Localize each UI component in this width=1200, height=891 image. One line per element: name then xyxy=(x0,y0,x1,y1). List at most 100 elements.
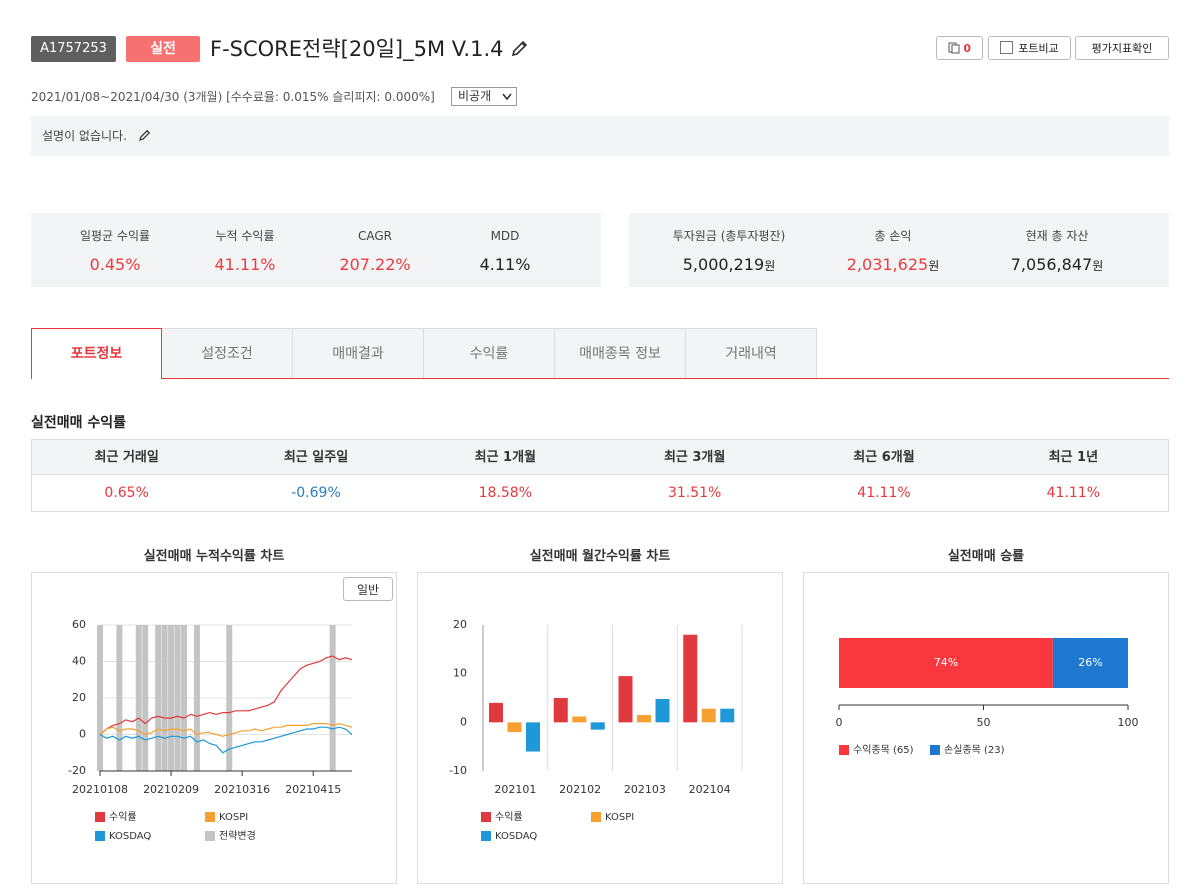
tab[interactable]: 매매종목 정보 xyxy=(555,328,686,379)
summary-unit: 원 xyxy=(1092,259,1104,273)
copy-count-button[interactable]: 0 xyxy=(936,36,983,60)
strategy-change-bar xyxy=(226,625,233,771)
tab[interactable]: 포트정보 xyxy=(31,328,162,379)
strategy-change-bar xyxy=(116,625,123,771)
bar xyxy=(590,722,605,730)
compare-button[interactable]: 포트비교 xyxy=(988,36,1071,60)
compare-checkbox[interactable] xyxy=(1000,41,1014,54)
summary-item: 투자원금 (총투자평잔) 5,000,219원 xyxy=(647,213,811,287)
legend-label: 수익종목 (65) xyxy=(853,744,914,756)
copy-icon xyxy=(948,42,960,54)
summary-item: MDD 4.11% xyxy=(440,213,570,287)
chart: 74% 26% 0 50 100 수익종목 (65) 손실종목 (23) xyxy=(836,638,1139,756)
chart-title: 실전매매 승률 xyxy=(947,549,1025,564)
bar-segment xyxy=(839,638,1053,688)
y-tick-label: 20 xyxy=(72,691,86,704)
select-arrow xyxy=(502,93,512,101)
summary-value: 5,000,219 xyxy=(682,255,765,274)
strategy-change-bar xyxy=(181,625,187,771)
bar xyxy=(701,708,716,723)
legend-label: 수익률 xyxy=(495,811,523,823)
summary-label: 누적 수익률 xyxy=(215,229,275,243)
bar xyxy=(526,722,540,752)
summary-value: 2,031,625 xyxy=(846,255,929,274)
table-value: 18.58% xyxy=(478,485,533,501)
summary-unit: 원 xyxy=(928,259,940,273)
tab[interactable]: 수익률 xyxy=(424,328,555,379)
chart-title: 실전매매 누적수익률 차트 xyxy=(143,549,285,564)
table-value: 41.11% xyxy=(857,485,911,501)
bar xyxy=(618,676,633,723)
tab[interactable]: 설정조건 xyxy=(162,328,293,379)
section-title: 실전매매 수익률 xyxy=(31,415,127,431)
x-tick-label: 100 xyxy=(1118,716,1139,729)
legend-swatch xyxy=(95,812,105,822)
summary-value-row: 5,000,219원 xyxy=(647,255,811,276)
table-value: 0.65% xyxy=(104,485,149,501)
metrics-button[interactable]: 평가지표확인 xyxy=(1075,36,1169,60)
legend-label: KOSDAQ xyxy=(495,831,537,842)
series-line xyxy=(99,726,353,754)
edit-description-icon[interactable] xyxy=(138,128,152,142)
x-tick-label: 50 xyxy=(977,716,991,729)
visibility-value: 비공개 xyxy=(458,89,492,103)
summary-value-row: 7,056,847원 xyxy=(975,255,1139,276)
summary-item: 누적 수익률 41.11% xyxy=(180,213,310,287)
table-header: 최근 거래일 xyxy=(32,440,222,475)
x-tick-label: 20210316 xyxy=(214,783,270,796)
strategy-change-bar xyxy=(161,625,168,771)
summary-label: 일평균 수익률 xyxy=(79,229,151,243)
legend-label: 전략변경 xyxy=(219,829,256,842)
y-tick-label: 10 xyxy=(453,667,467,680)
summary-value: 7,056,847 xyxy=(1010,255,1093,274)
summary-value-row: 4.11% xyxy=(440,255,570,275)
y-tick-label: 60 xyxy=(72,618,86,631)
period-text: 2021/01/08~2021/04/30 (3개월) [수수료율: 0.015… xyxy=(31,90,435,104)
y-tick-label: -20 xyxy=(68,764,86,777)
legend-label: KOSPI xyxy=(219,812,248,823)
chart: -20 0 20 40 60 20210108 20210209 20210316 202104… xyxy=(68,618,353,842)
table-header: 최근 1개월 xyxy=(410,440,600,475)
x-tick-label: 202103 xyxy=(624,783,666,796)
summary-value: 207.22% xyxy=(339,255,411,274)
tab[interactable]: 거래내역 xyxy=(686,328,817,379)
mode-button[interactable]: 일반 xyxy=(343,577,393,601)
edit-title-icon[interactable] xyxy=(510,38,530,58)
bar xyxy=(572,716,587,723)
strategy-change-bar xyxy=(135,625,142,771)
strategy-change-bar xyxy=(329,625,336,771)
summary-unit: 원 xyxy=(764,259,776,273)
returns-table: 최근 거래일 최근 일주일 최근 1개월 최근 3개월 최근 6개월 최근 1년 0.65%… xyxy=(31,439,1169,512)
table-value: 41.11% xyxy=(1046,485,1101,501)
description-text: 설명이 없습니다. xyxy=(42,129,127,143)
strategy-change-bar xyxy=(155,625,162,771)
summary-value-row: 0.45% xyxy=(50,255,180,275)
legend-label: KOSDAQ xyxy=(109,831,151,842)
strategy-change-bar xyxy=(168,625,175,771)
y-tick-label: 40 xyxy=(72,655,86,668)
series-line xyxy=(99,722,353,737)
summary-value: 4.11% xyxy=(479,255,531,274)
chart-panel: -20 0 20 40 60 20210108 20210209 20210316 202104… xyxy=(31,572,397,884)
legend-swatch xyxy=(930,745,940,755)
metrics-label: 평가지표확인 xyxy=(1091,42,1153,55)
x-tick-label: 0 xyxy=(836,716,843,729)
summary-label: 투자원금 (총투자평잔) xyxy=(672,229,786,243)
chart-panel: 74% 26% 0 50 100 수익종목 (65) 손실종목 (23) xyxy=(803,572,1169,884)
bar xyxy=(507,722,522,733)
x-tick-label: 202101 xyxy=(494,783,536,796)
description-box: 설명이 없습니다. xyxy=(31,116,1169,156)
legend-swatch xyxy=(205,831,215,841)
summary-value: 41.11% xyxy=(214,255,276,274)
tab[interactable]: 매매결과 xyxy=(293,328,424,379)
summary-value: 0.45% xyxy=(89,255,141,274)
bar xyxy=(655,698,670,723)
bar xyxy=(489,702,503,723)
portfolio-id: A1757253 xyxy=(31,36,116,62)
visibility-select[interactable]: 비공개 xyxy=(451,87,517,106)
series-line xyxy=(99,655,353,735)
y-tick-label: -10 xyxy=(449,764,467,777)
x-tick-label: 20210415 xyxy=(285,783,341,796)
portfolio-title: F-SCORE전략[20일]_5M V.1.4 xyxy=(210,34,530,64)
